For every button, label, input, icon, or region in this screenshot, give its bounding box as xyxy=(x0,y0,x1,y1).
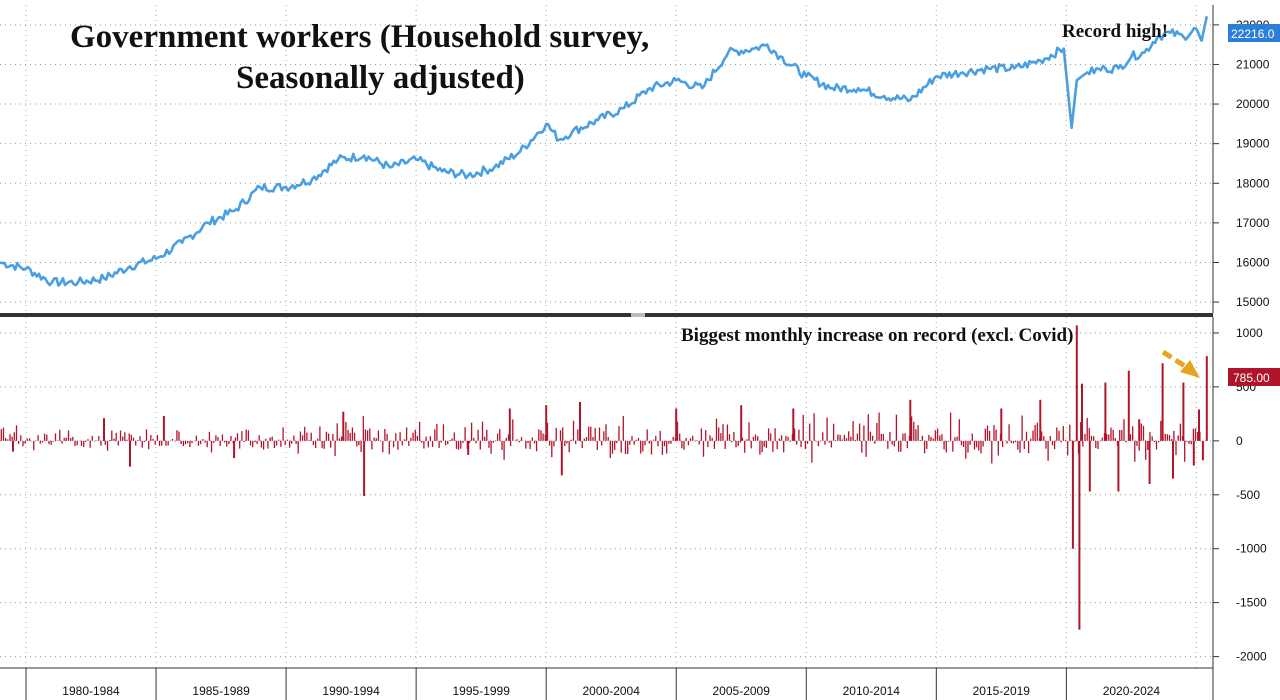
svg-text:22216.0: 22216.0 xyxy=(1231,27,1275,41)
bottom-panel-series xyxy=(0,325,1208,630)
x-tick-label: 2020-2024 xyxy=(1103,684,1161,698)
top-panel-grid xyxy=(0,5,1212,312)
svg-text:785.00: 785.00 xyxy=(1233,371,1270,385)
bottom-y-tick-label: -500 xyxy=(1236,488,1260,502)
arrow-icon xyxy=(1161,349,1200,378)
bottom-y-tick-label: -2000 xyxy=(1236,650,1267,664)
x-tick-label: 2005-2009 xyxy=(713,684,771,698)
bottom-last-value-badge: 785.00 xyxy=(1228,368,1280,386)
top-y-tick-label: 17000 xyxy=(1236,216,1270,230)
top-y-tick-label: 18000 xyxy=(1236,176,1270,190)
record-high-annotation: Record high! xyxy=(1062,21,1168,42)
top-y-tick-label: 20000 xyxy=(1236,97,1270,111)
x-tick-label: 1985-1989 xyxy=(192,684,250,698)
top-y-tick-label: 19000 xyxy=(1236,137,1270,151)
chart-title-line-2: Seasonally adjusted) xyxy=(236,60,525,96)
top-y-tick-label: 16000 xyxy=(1236,255,1270,269)
x-tick-label: 2010-2014 xyxy=(843,684,901,698)
bottom-y-tick-label: 0 xyxy=(1236,434,1243,448)
x-axis: 1980-1984 1985-1989 1990-1994 1995-1999 2000… xyxy=(0,667,1214,700)
top-y-tick-label: 15000 xyxy=(1236,295,1270,309)
government-workers-line xyxy=(0,16,1209,287)
x-tick-label: 1990-1994 xyxy=(322,684,380,698)
x-tick-label: 1995-1999 xyxy=(453,684,511,698)
bottom-y-tick-label: 1000 xyxy=(1236,326,1263,340)
bottom-y-tick-label: -1500 xyxy=(1236,596,1267,610)
x-tick-label: 2015-2019 xyxy=(973,684,1031,698)
top-panel-series xyxy=(0,16,1209,287)
top-last-value-badge: 22216.0 xyxy=(1228,24,1280,42)
x-tick-label: 1980-1984 xyxy=(62,684,120,698)
bottom-y-tick-label: -1000 xyxy=(1236,542,1267,556)
chart-title-line-1: Government workers (Household survey, xyxy=(70,19,649,55)
panel-divider-handle[interactable] xyxy=(631,313,645,317)
top-y-tick-label: 21000 xyxy=(1236,57,1270,71)
x-tick-label: 2000-2004 xyxy=(583,684,641,698)
biggest-increase-annotation: Biggest monthly increase on record (excl… xyxy=(681,325,1073,346)
panel-divider xyxy=(0,313,1213,317)
